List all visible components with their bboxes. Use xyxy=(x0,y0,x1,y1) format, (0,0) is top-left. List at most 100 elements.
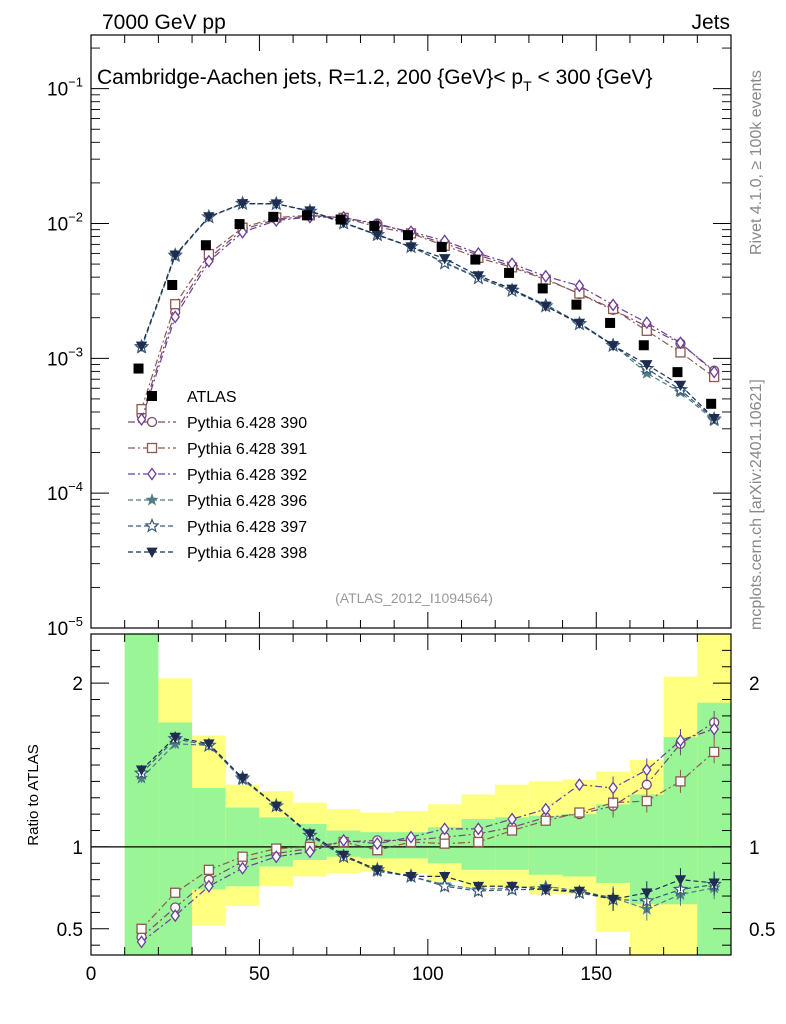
series-5-main-point-12 xyxy=(540,301,552,312)
series-1-ratio-point-0 xyxy=(136,923,147,934)
series-5-main-point-10 xyxy=(472,271,485,282)
legend-label-2: Pythia 6.428 392 xyxy=(187,467,307,484)
series-2-ratio-point-4 xyxy=(271,850,282,864)
main-ytick-label-2: 10−3 xyxy=(47,344,83,370)
atlas-point-14 xyxy=(605,317,616,328)
main-ytick-label-exp-1: −2 xyxy=(68,209,83,224)
series-2-main-point-0 xyxy=(136,412,147,426)
atlas-point-4 xyxy=(268,211,279,222)
atlas-point-3 xyxy=(234,219,245,230)
series-2-ratio-point-0 xyxy=(136,935,147,949)
ratio-series-group xyxy=(133,710,722,949)
series-2-ratio-point-13 xyxy=(574,778,585,792)
header-right: Jets xyxy=(691,11,730,34)
series-2-ratio-point-6 xyxy=(338,833,349,847)
atlas-point-16 xyxy=(672,367,683,378)
series-5-main-line xyxy=(140,202,715,419)
ratio-ytick-label-left-0: 0.5 xyxy=(57,920,83,941)
atlas-point-17 xyxy=(706,398,717,409)
series-2-ratio-point-9 xyxy=(439,822,450,836)
atlas-point-10 xyxy=(470,254,481,265)
chart-title-tail: < 300 {GeV} xyxy=(532,66,653,89)
main-ytick-label-base-0: 10 xyxy=(47,80,68,101)
band-green-0 xyxy=(124,634,159,955)
ratio-ylabel: Ratio to ATLAS xyxy=(25,744,42,845)
atlas-point-8 xyxy=(403,230,413,241)
chart-title: Cambridge-Aachen jets, R=1.2, 200 {GeV}<… xyxy=(97,66,653,94)
legend-atlas-label: ATLAS xyxy=(187,389,237,406)
chart-title-subscript: T xyxy=(523,78,532,94)
series-5-ratio-point-8 xyxy=(405,871,417,883)
series-1-ratio-line xyxy=(141,751,715,930)
side-label-bottom: mcplots.cern.ch [arXiv:2401.10621] xyxy=(748,379,765,630)
series-5-ratio-point-4 xyxy=(270,801,282,812)
series-5-ratio-point-15 xyxy=(641,888,653,899)
series-2-ratio-point-16 xyxy=(675,733,686,748)
atlas-point-7 xyxy=(369,220,380,231)
xtick-label-2: 100 xyxy=(412,964,444,985)
series-2-main-point-15 xyxy=(641,316,652,330)
series-5-main-point-4 xyxy=(270,199,282,210)
series-2-ratio-line xyxy=(141,728,715,943)
atlas-point-5 xyxy=(301,210,312,221)
atlas-point-1 xyxy=(167,279,178,290)
legend-marker-2 xyxy=(147,467,157,481)
series-2-ratio-point-15 xyxy=(641,763,652,777)
atlas-point-6 xyxy=(335,214,346,225)
legend-marker-1 xyxy=(146,442,158,454)
series-2-ratio-point-7 xyxy=(372,837,383,851)
series-1-ratio-point-17 xyxy=(709,746,720,758)
series-5-ratio-point-3 xyxy=(236,773,249,784)
series-5-main-point-11 xyxy=(506,284,518,295)
series-2-ratio-point-11 xyxy=(507,812,517,826)
main-ytick-label-exp-2: −3 xyxy=(68,344,83,359)
ratio-ytick-label-right-1: 1 xyxy=(749,838,760,859)
series-5-ratio-point-9 xyxy=(439,871,451,883)
series-5-ratio-point-12 xyxy=(540,885,552,896)
main-ytick-label-4: 10−5 xyxy=(47,614,83,640)
series-1-main-line xyxy=(140,214,715,410)
series-5-ratio-point-0 xyxy=(135,765,148,776)
series-5-main-point-2 xyxy=(203,212,215,223)
legend-label-3: Pythia 6.428 396 xyxy=(187,493,307,510)
series-1-ratio-point-9 xyxy=(439,838,450,849)
series-5-main-point-14 xyxy=(607,341,619,352)
series-2-ratio-point-1 xyxy=(170,909,181,923)
main-ytick-label-1: 10−2 xyxy=(47,209,83,235)
legend-marker-5 xyxy=(146,547,158,558)
series-0-main-line xyxy=(140,215,715,416)
atlas-data-points xyxy=(133,210,717,409)
series-2-ratio-point-10 xyxy=(473,822,484,836)
series-1-ratio-point-15 xyxy=(641,795,652,807)
atlas-point-15 xyxy=(638,340,649,351)
series-5-main-point-15 xyxy=(641,360,653,371)
series-5-ratio-point-10 xyxy=(472,881,485,893)
atlas-point-0 xyxy=(133,363,144,374)
main-ytick-label-exp-0: −1 xyxy=(68,75,83,90)
series-5-ratio-point-1 xyxy=(169,732,181,744)
series-5-ratio-point-6 xyxy=(337,850,350,861)
series-2-ratio-point-3 xyxy=(237,861,248,875)
series-2-main-point-1 xyxy=(170,310,181,324)
series-1-ratio-point-14 xyxy=(607,797,619,808)
series-5-ratio-point-17 xyxy=(708,878,720,889)
series-1-main-point-1 xyxy=(170,299,181,310)
main-ytick-label-base-4: 10 xyxy=(47,619,68,640)
series-5-ratio-point-2 xyxy=(203,739,215,750)
series-1-ratio-point-3 xyxy=(237,851,248,862)
series-2-main-point-16 xyxy=(675,336,686,350)
legend-marker-0 xyxy=(146,416,158,428)
main-ytick-label-0: 10−1 xyxy=(47,75,83,101)
atlas-point-12 xyxy=(537,283,548,294)
legend-label-1: Pythia 6.428 391 xyxy=(187,441,307,458)
side-label-top: Rivet 4.1.0, ≥ 100k events xyxy=(748,70,765,255)
series-5-ratio-point-16 xyxy=(674,875,687,886)
series-2-main-point-12 xyxy=(540,269,551,283)
atlas-point-11 xyxy=(504,267,515,278)
series-2-main-point-13 xyxy=(574,279,585,293)
legend-label-5: Pythia 6.428 398 xyxy=(187,545,307,562)
xtick-label-1: 50 xyxy=(249,964,270,985)
header-left: 7000 GeV pp xyxy=(102,11,226,34)
main-ytick-label-base-1: 10 xyxy=(47,214,68,235)
